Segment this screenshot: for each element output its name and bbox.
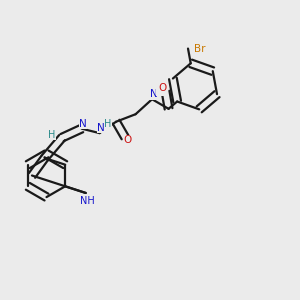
Text: H: H [104,119,112,129]
Text: O: O [158,83,167,93]
Text: N: N [150,89,158,99]
Text: Br: Br [194,44,206,54]
Text: N: N [98,123,105,133]
Text: O: O [123,135,132,145]
Text: H: H [157,85,164,95]
Text: N: N [79,119,87,129]
Text: NH: NH [80,196,94,206]
Text: H: H [49,130,56,140]
